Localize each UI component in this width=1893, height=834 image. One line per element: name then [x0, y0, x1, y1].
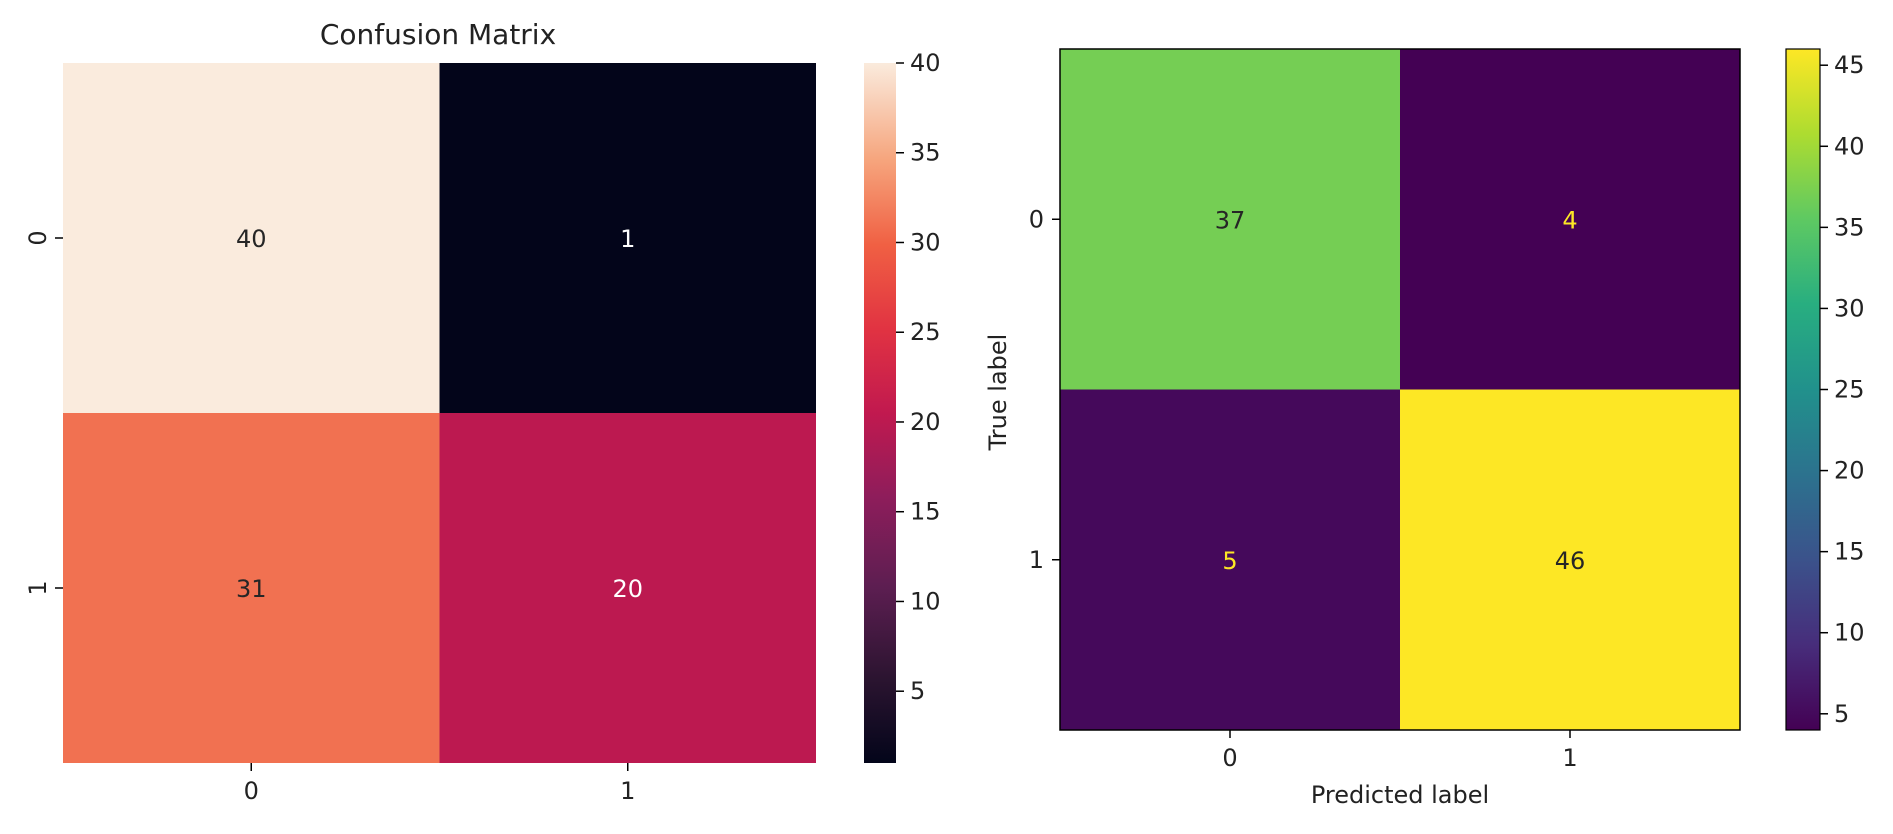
colorbar-tick-label: 40	[1834, 132, 1865, 160]
left-chart-title: Confusion Matrix	[320, 18, 556, 51]
left-colorbar-gradient	[864, 63, 896, 763]
left-heatmap-ticks: 0 1 0 1	[24, 230, 635, 805]
right-colorbar-ticks: 5 10 15 20 25 30 35 40 45	[1820, 51, 1865, 728]
cell-value-label: 31	[236, 575, 267, 603]
matrix-cell-0-0	[63, 63, 440, 413]
cell-value-label: 46	[1555, 547, 1586, 575]
x-tick-label: 0	[244, 777, 259, 805]
colorbar-tick-label: 25	[1834, 376, 1865, 404]
left-colorbar: 5 10 15 20 25 30 35 40	[864, 49, 941, 763]
right-confusion-chart: 37 45 46 0 101 Predicted label True label 5…	[984, 48, 1865, 809]
right-matrix-ticks: 0 1 0 1	[1029, 205, 1578, 772]
matrix-cell-0-0	[1060, 49, 1400, 390]
right-colorbar-gradient	[1785, 48, 1821, 731]
colorbar-tick-label: 35	[1834, 213, 1865, 241]
cell-value-label: 5	[1222, 547, 1237, 575]
matrix-cell-1-1	[439, 413, 816, 763]
right-x-axis-label: Predicted label	[1311, 781, 1489, 809]
right-y-axis-label: True label	[984, 334, 1012, 452]
x-tick-label: 0	[1222, 744, 1237, 772]
colorbar-tick-label: 5	[910, 677, 925, 705]
right-colorbar: 5 10 15 20 25 30 35 40 45	[1785, 48, 1865, 731]
colorbar-tick-label: 35	[910, 139, 941, 167]
left-heatmap-cells: 40 1 31 20	[63, 63, 816, 763]
y-tick-label: 1	[24, 580, 52, 595]
left-colorbar-ticks: 5 10 15 20 25 30 35 40	[896, 49, 941, 705]
x-tick-label: 1	[620, 777, 635, 805]
colorbar-tick-label: 25	[910, 318, 941, 346]
cell-value-label: 20	[612, 575, 643, 603]
colorbar-tick-label: 10	[910, 587, 941, 615]
colorbar-tick-label: 40	[910, 49, 941, 77]
cell-value-label: 4	[1562, 206, 1577, 234]
matrix-cell-1-1	[1400, 389, 1740, 730]
y-tick-label: 1	[1029, 546, 1044, 574]
x-tick-label: 1	[1562, 744, 1577, 772]
left-heatmap-chart: Confusion Matrix 40 131 20 0 101 5101520253…	[24, 18, 941, 805]
colorbar-tick-label: 15	[910, 498, 941, 526]
colorbar-tick-label: 30	[1834, 294, 1865, 322]
right-axes-frame	[1059, 48, 1741, 731]
y-tick-label: 0	[1029, 205, 1044, 233]
colorbar-tick-label: 5	[1834, 700, 1849, 728]
cell-value-label: 1	[620, 225, 635, 253]
matrix-cell-0-1	[1400, 49, 1740, 390]
colorbar-tick-label: 30	[910, 228, 941, 256]
right-matrix-cells: 37 4 5 46	[1060, 49, 1740, 730]
matrix-cell-0-1	[439, 63, 816, 413]
y-tick-label: 0	[24, 230, 52, 245]
cell-value-label: 37	[1215, 206, 1246, 234]
matrix-cell-1-0	[63, 413, 440, 763]
colorbar-tick-label: 20	[1834, 457, 1865, 485]
colorbar-tick-label: 15	[1834, 538, 1865, 566]
cell-value-label: 40	[236, 225, 267, 253]
matrix-cell-1-0	[1060, 389, 1400, 730]
colorbar-tick-label: 10	[1834, 619, 1865, 647]
colorbar-tick-label: 20	[910, 408, 941, 436]
colorbar-tick-label: 45	[1834, 51, 1865, 79]
